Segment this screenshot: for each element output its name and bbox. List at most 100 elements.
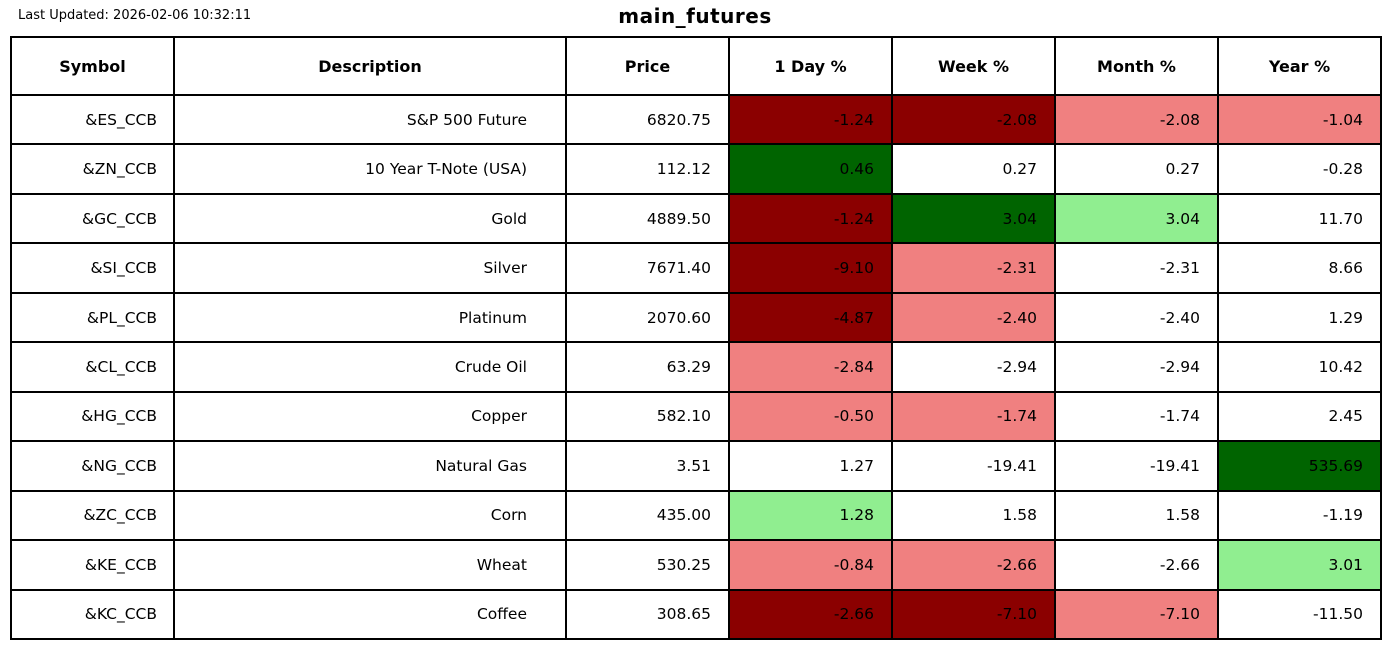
table-row: &NG_CCB Natural Gas 3.51 1.27 -19.41 -19.41 53… <box>10 440 1382 492</box>
column-header-year-pct: Year % <box>1217 36 1382 96</box>
percent-cell: -2.66 <box>728 588 893 641</box>
percent-cell: -19.41 <box>1054 440 1219 492</box>
description-cell: Silver <box>173 242 567 294</box>
percent-cell: -2.94 <box>891 341 1056 393</box>
price-cell: 112.12 <box>565 143 730 195</box>
percent-cell: 0.27 <box>891 143 1056 195</box>
percent-cell: -1.74 <box>891 390 1056 443</box>
description-cell: Natural Gas <box>173 440 567 492</box>
percent-cell: -2.66 <box>891 539 1056 591</box>
description-cell: Coffee <box>173 588 567 641</box>
percent-cell: -1.74 <box>1054 390 1219 443</box>
description-cell: Gold <box>173 192 567 245</box>
symbol-cell: &GC_CCB <box>10 192 175 245</box>
percent-cell: 3.04 <box>1054 192 1219 245</box>
symbol-cell: &ZC_CCB <box>10 489 175 542</box>
percent-cell: 3.04 <box>891 192 1056 245</box>
percent-cell: -1.04 <box>1217 93 1382 146</box>
percent-cell: 8.66 <box>1217 242 1382 294</box>
percent-cell: -7.10 <box>1054 588 1219 641</box>
percent-cell: -7.10 <box>891 588 1056 641</box>
percent-cell: 10.42 <box>1217 341 1382 393</box>
percent-cell: 11.70 <box>1217 192 1382 245</box>
percent-cell: -1.24 <box>728 93 893 146</box>
price-cell: 3.51 <box>565 440 730 492</box>
symbol-cell: &KC_CCB <box>10 588 175 641</box>
percent-cell: 0.27 <box>1054 143 1219 195</box>
percent-cell: -2.40 <box>891 291 1056 344</box>
percent-cell: 1.58 <box>891 489 1056 542</box>
table-row: &ZC_CCB Corn 435.00 1.28 1.58 1.58 -1.19 <box>10 489 1382 542</box>
price-cell: 63.29 <box>565 341 730 393</box>
price-cell: 6820.75 <box>565 93 730 146</box>
percent-cell: -2.66 <box>1054 539 1219 591</box>
last-updated-timestamp: Last Updated: 2026-02-06 10:32:11 <box>18 8 252 23</box>
percent-cell: -0.50 <box>728 390 893 443</box>
description-cell: Crude Oil <box>173 341 567 393</box>
percent-cell: 1.58 <box>1054 489 1219 542</box>
percent-cell: -4.87 <box>728 291 893 344</box>
table-row: &SI_CCB Silver 7671.40 -9.10 -2.31 -2.31 8.66 <box>10 242 1382 294</box>
percent-cell: -2.31 <box>1054 242 1219 294</box>
percent-cell: -2.31 <box>891 242 1056 294</box>
description-cell: Platinum <box>173 291 567 344</box>
percent-cell: -2.84 <box>728 341 893 393</box>
percent-cell: -11.50 <box>1217 588 1382 641</box>
symbol-cell: &KE_CCB <box>10 539 175 591</box>
price-cell: 435.00 <box>565 489 730 542</box>
percent-cell: -2.08 <box>1054 93 1219 146</box>
description-cell: Copper <box>173 390 567 443</box>
percent-cell: 3.01 <box>1217 539 1382 591</box>
column-header-price: Price <box>565 36 730 96</box>
column-header-description: Description <box>173 36 567 96</box>
symbol-cell: &HG_CCB <box>10 390 175 443</box>
symbol-cell: &ES_CCB <box>10 93 175 146</box>
percent-cell: -2.40 <box>1054 291 1219 344</box>
table-row: &PL_CCB Platinum 2070.60 -4.87 -2.40 -2.40 1.2… <box>10 291 1382 344</box>
column-header-1-day-pct: 1 Day % <box>728 36 893 96</box>
table-row: &KC_CCB Coffee 308.65 -2.66 -7.10 -7.10 -11.50 <box>10 588 1382 641</box>
description-cell: S&P 500 Future <box>173 93 567 146</box>
table-row: &HG_CCB Copper 582.10 -0.50 -1.74 -1.74 2.45 <box>10 390 1382 443</box>
column-header-symbol: Symbol <box>10 36 175 96</box>
percent-cell: -2.94 <box>1054 341 1219 393</box>
price-cell: 530.25 <box>565 539 730 591</box>
description-cell: Wheat <box>173 539 567 591</box>
percent-cell: 1.28 <box>728 489 893 542</box>
column-header-week-pct: Week % <box>891 36 1056 96</box>
futures-table: Symbol Description Price 1 Day % Week % Month… <box>10 36 1382 641</box>
page-title: main_futures <box>618 4 772 28</box>
percent-cell: -9.10 <box>728 242 893 294</box>
percent-cell: -0.84 <box>728 539 893 591</box>
percent-cell: -2.08 <box>891 93 1056 146</box>
price-cell: 308.65 <box>565 588 730 641</box>
symbol-cell: &CL_CCB <box>10 341 175 393</box>
column-header-month-pct: Month % <box>1054 36 1219 96</box>
table-row: &GC_CCB Gold 4889.50 -1.24 3.04 3.04 11.70 <box>10 192 1382 245</box>
symbol-cell: &ZN_CCB <box>10 143 175 195</box>
price-cell: 7671.40 <box>565 242 730 294</box>
table-row: &ZN_CCB 10 Year T-Note (USA) 112.12 0.46 0.2… <box>10 143 1382 195</box>
percent-cell: -1.19 <box>1217 489 1382 542</box>
price-cell: 2070.60 <box>565 291 730 344</box>
table-row: &ES_CCB S&P 500 Future 6820.75 -1.24 -2.08 -2… <box>10 93 1382 146</box>
symbol-cell: &PL_CCB <box>10 291 175 344</box>
description-cell: Corn <box>173 489 567 542</box>
price-cell: 582.10 <box>565 390 730 443</box>
table-row: &CL_CCB Crude Oil 63.29 -2.84 -2.94 -2.94 10.4… <box>10 341 1382 393</box>
percent-cell: 0.46 <box>728 143 893 195</box>
table-row: &KE_CCB Wheat 530.25 -0.84 -2.66 -2.66 3.01 <box>10 539 1382 591</box>
percent-cell: 1.29 <box>1217 291 1382 344</box>
description-cell: 10 Year T-Note (USA) <box>173 143 567 195</box>
percent-cell: 2.45 <box>1217 390 1382 443</box>
percent-cell: -19.41 <box>891 440 1056 492</box>
table-header-row: Symbol Description Price 1 Day % Week % Month… <box>10 36 1382 96</box>
percent-cell: -0.28 <box>1217 143 1382 195</box>
percent-cell: 1.27 <box>728 440 893 492</box>
percent-cell: 535.69 <box>1217 440 1382 492</box>
symbol-cell: &NG_CCB <box>10 440 175 492</box>
symbol-cell: &SI_CCB <box>10 242 175 294</box>
price-cell: 4889.50 <box>565 192 730 245</box>
percent-cell: -1.24 <box>728 192 893 245</box>
